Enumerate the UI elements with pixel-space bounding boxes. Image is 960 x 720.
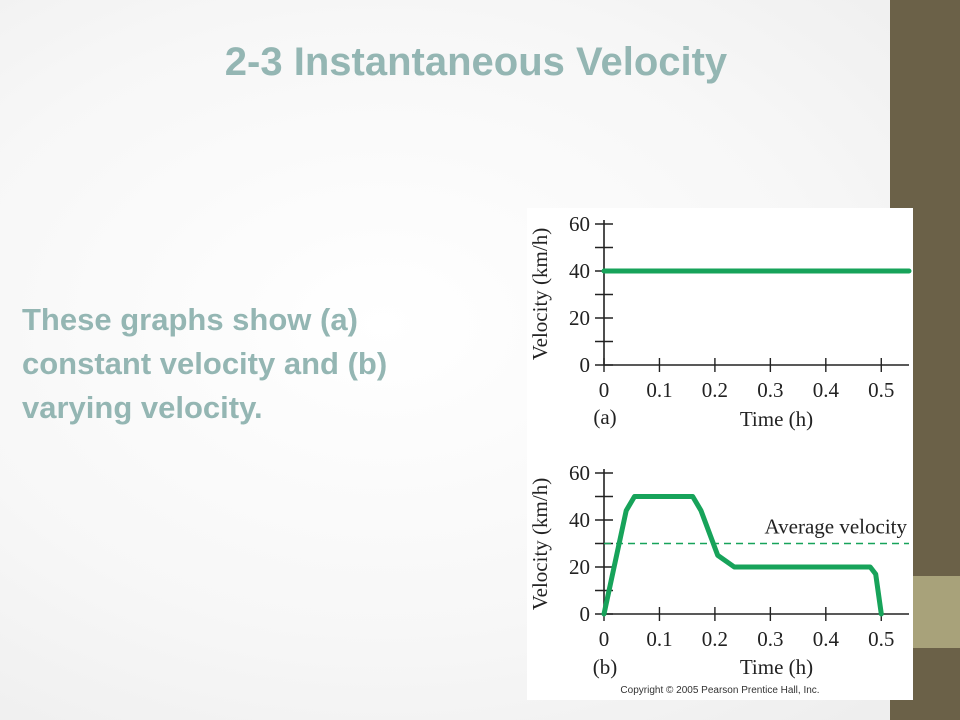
sidebar-accent (912, 576, 960, 648)
y-tick-label: 60 (569, 212, 590, 236)
velocity-figure: 0 20 40 60 0 0.1 0.2 0.3 0.4 0.5 Velocity (km/h) Ti… (527, 208, 913, 700)
velocity-series-line (601, 494, 884, 617)
y-tick-label: 40 (569, 259, 590, 283)
x-tick-label: 0.2 (702, 378, 728, 402)
chart-panel-a: 0 20 40 60 0 0.1 0.2 0.3 0.4 0.5 Velocity (km/h) Ti… (528, 212, 912, 431)
velocity-charts: 0 20 40 60 0 0.1 0.2 0.3 0.4 0.5 Velocity (km/h) Ti… (528, 212, 912, 679)
average-velocity-label: Average velocity (765, 515, 908, 539)
slide-title: 2-3 Instantaneous Velocity (224, 40, 728, 84)
x-tick-label: 0.5 (868, 378, 894, 402)
y-axis-label: Velocity (km/h) (528, 228, 552, 360)
x-tick-label: 0 (599, 378, 610, 402)
y-tick-label: 20 (569, 306, 590, 330)
x-tick-label: 0.3 (757, 378, 783, 402)
x-tick-label: 0.4 (813, 627, 840, 651)
panel-label: (a) (593, 405, 616, 429)
x-tick-label: 0.1 (646, 627, 672, 651)
panel-label: (b) (593, 655, 618, 679)
copyright-text: Copyright © 2005 Pearson Prentice Hall, … (620, 685, 820, 696)
x-axis-label: Time (h) (740, 655, 813, 679)
y-tick-label: 0 (580, 602, 591, 626)
y-tick-label: 60 (569, 461, 590, 485)
y-axis-label: Velocity (km/h) (528, 478, 552, 610)
x-tick-label: 0.2 (702, 627, 728, 651)
x-tick-label: 0.1 (646, 378, 672, 402)
y-tick-label: 40 (569, 508, 590, 532)
x-tick-label: 0.3 (757, 627, 783, 651)
x-axis-label: Time (h) (740, 407, 813, 431)
slide-body-text: These graphs show (a) constant velocity … (22, 302, 388, 425)
x-tick-label: 0.4 (813, 378, 840, 402)
chart-panel-b: 0 20 40 60 0 0.1 0.2 0.3 0.4 0.5 Velocity (km/h) Ti… (528, 461, 909, 679)
y-tick-label: 20 (569, 555, 590, 579)
x-tick-label: 0 (599, 627, 610, 651)
x-tick-label: 0.5 (868, 627, 894, 651)
y-tick-label: 0 (580, 353, 591, 377)
